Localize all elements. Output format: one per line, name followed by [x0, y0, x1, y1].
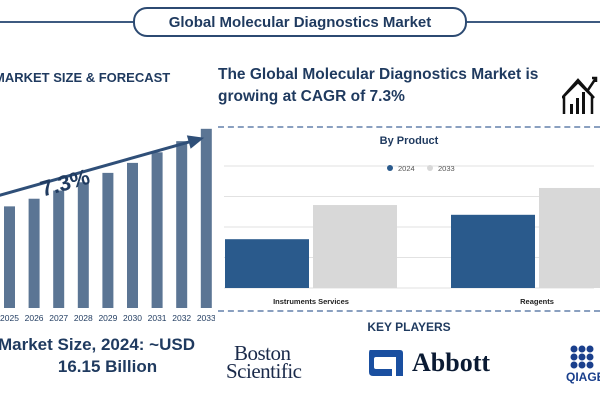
key-players-title: KEY PLAYERS — [367, 320, 451, 334]
house-growth-icon — [562, 76, 598, 114]
forecast-bar-2032 — [176, 141, 188, 308]
forecast-bar-2031 — [151, 152, 163, 308]
forecast-heading: MARKET SIZE & FORECAST — [0, 70, 171, 85]
legend-label: 2024 — [398, 164, 415, 173]
product-category-label: Reagents — [520, 297, 554, 306]
boston-logo-line1: Boston — [234, 341, 291, 365]
product-category-label: Instruments Services — [273, 297, 349, 306]
legend-swatch-2024 — [387, 165, 393, 171]
qiagen-dots-icon — [570, 345, 594, 369]
page-title: Global Molecular Diagnostics Market — [132, 7, 468, 37]
boston-scientific-logo: Boston Scientific — [226, 341, 316, 383]
by-product-title: By Product — [380, 135, 439, 147]
market-size-text: Market Size, 2024: ~USD 16.15 Billion — [0, 334, 215, 378]
market-size-line1: Market Size, 2024: ~USD — [0, 335, 195, 354]
qiagen-wordmark: QIAGEN — [566, 370, 600, 384]
forecast-tick-label: 2025 — [0, 313, 19, 322]
forecast-bar-2030 — [127, 162, 138, 308]
abbott-mark-icon — [369, 350, 403, 376]
forecast-bar-2027 — [53, 190, 65, 308]
cagr-headline: The Global Molecular Diagnostics Market … — [218, 66, 539, 105]
product-bar-2033 — [539, 187, 600, 288]
growth-arrow-line — [0, 137, 201, 197]
product-bar-2024 — [225, 239, 309, 288]
forecast-tick-label: 2032 — [172, 313, 191, 322]
forecast-tick-label: 2026 — [25, 313, 44, 322]
forecast-tick-label: 2031 — [148, 313, 167, 322]
product-bar-2033 — [313, 205, 397, 288]
boston-logo-line2: Scientific — [226, 359, 302, 383]
forecast-bar-2028 — [77, 182, 89, 308]
legend-label: 2033 — [438, 164, 455, 173]
forecast-tick-label: 2033 — [197, 313, 215, 322]
abbott-wordmark: Abbott — [412, 348, 491, 377]
market-size-line2: 16.15 Billion — [57, 357, 158, 376]
forecast-bar-2025 — [4, 206, 15, 308]
qiagen-logo: QIAGEN — [566, 344, 600, 384]
forecast-bar-2033 — [200, 128, 212, 308]
by-product-chart: By Product 2024 2033 Instruments Services Re… — [224, 135, 600, 306]
forecast-bar-2029 — [102, 172, 114, 308]
product-panel-border — [218, 126, 600, 312]
title-bar: Global Molecular Diagnostics Market — [0, 0, 600, 44]
forecast-tick-label: 2027 — [49, 313, 68, 322]
forecast-bar-2026 — [28, 198, 40, 308]
product-bar-2024 — [451, 214, 535, 288]
forecast-tick-label: 2028 — [74, 313, 93, 322]
growth-arrow-head — [186, 135, 205, 149]
forecast-tick-label: 2029 — [98, 313, 117, 322]
forecast-tick-label: 2030 — [123, 313, 142, 322]
legend-swatch-2033 — [427, 165, 433, 171]
abbott-logo: Abbott — [366, 346, 490, 380]
